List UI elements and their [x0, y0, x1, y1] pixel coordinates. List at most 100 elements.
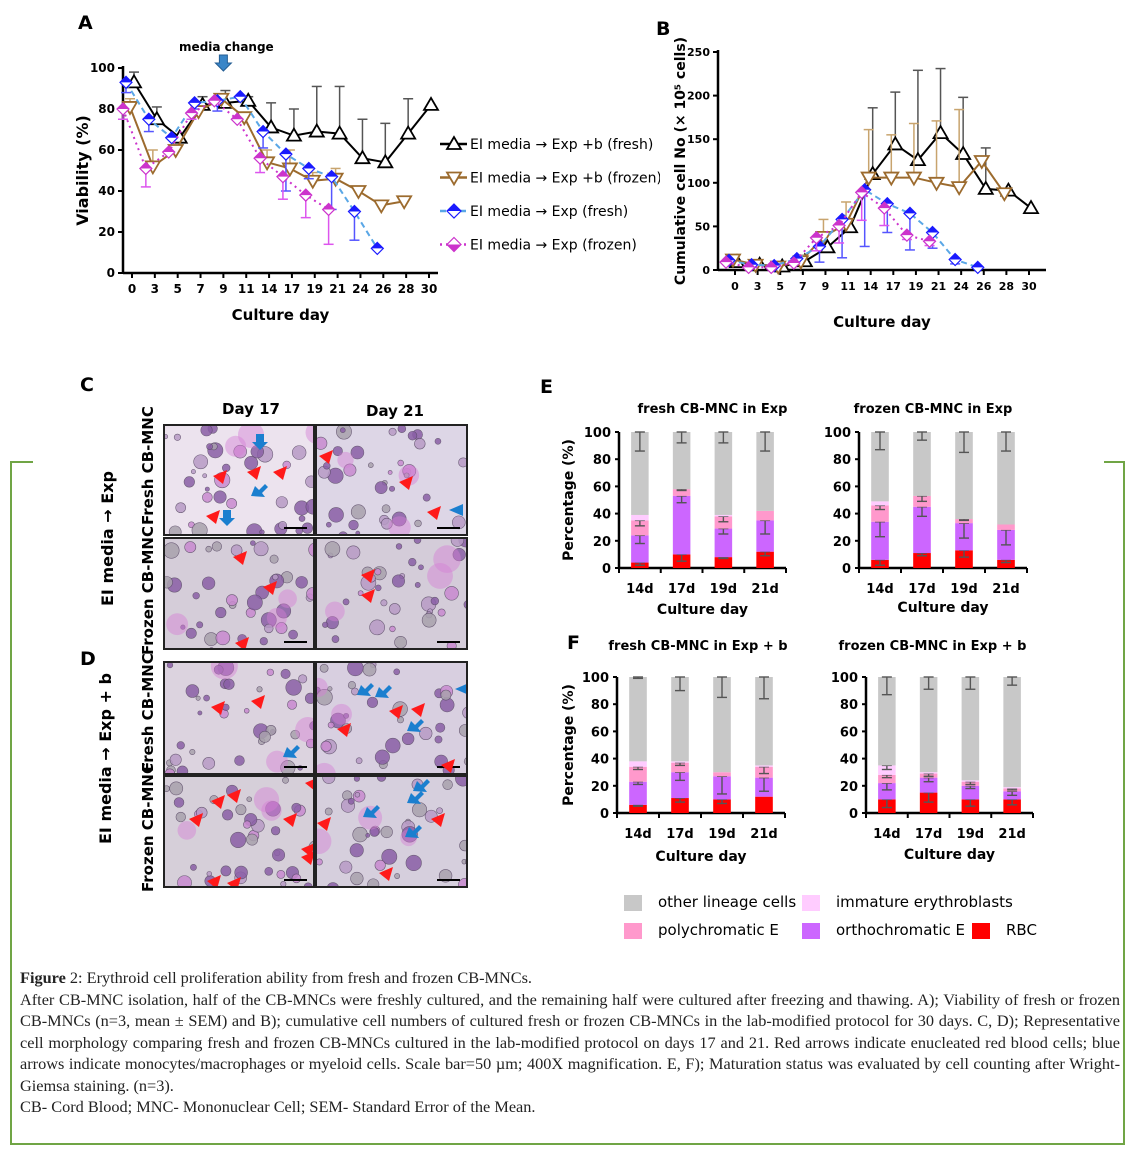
legend-swatch-orthochromatic [802, 922, 820, 939]
bar-segment [631, 520, 649, 536]
cell [375, 584, 382, 592]
red-arrow-icon [227, 789, 241, 803]
legend-label: EI media → Exp +b (fresh) [470, 137, 653, 153]
y-tick-label: 60 [591, 725, 609, 740]
row-label-c-frozen: Frozen CB-MNC [139, 526, 157, 655]
cell [276, 603, 292, 619]
series-2 [119, 75, 385, 256]
blue-arrow-icon [219, 510, 235, 526]
bar-segment [961, 780, 980, 782]
bar-segment [629, 804, 647, 813]
data-point-fill [325, 170, 338, 177]
red-arrow-icon [206, 510, 220, 524]
cell [303, 882, 313, 886]
cell [270, 826, 281, 836]
data-point-fill [208, 94, 221, 101]
data-point [977, 180, 995, 195]
cell [295, 576, 308, 589]
line-legend: EI media → Exp +b (fresh) EI media → Exp … [440, 135, 660, 254]
bar-segment [713, 677, 731, 773]
cell [320, 740, 332, 752]
x-tick-label: 19d [708, 827, 735, 842]
data-point-fill [900, 229, 913, 236]
data-point-fill [162, 146, 175, 153]
cell [368, 462, 374, 468]
bar-segment [714, 528, 733, 558]
cell [169, 753, 182, 766]
blue-arrow-icon [363, 805, 380, 818]
y-tick-label: 20 [840, 780, 858, 795]
cell [332, 446, 343, 457]
cell [395, 543, 403, 550]
data-point [1022, 199, 1040, 214]
legend-item-polychromatic: polychromatic E [624, 921, 779, 939]
cell [435, 722, 446, 733]
bar-segment [672, 495, 691, 555]
x-tick-label: 17d [668, 582, 695, 597]
cell [322, 777, 336, 784]
chart-e-frozen: frozen CB-MNC in Exp 0 20 40 60 80 100 14d 17d 19… [824, 402, 1028, 616]
bar-segment [629, 677, 647, 762]
cell [397, 426, 407, 433]
bar-segment [631, 432, 649, 515]
red-arrow-icon [441, 759, 455, 773]
data-point [239, 92, 257, 107]
y-tick-label: 20 [591, 780, 609, 795]
red-arrow-icon [213, 470, 227, 484]
stained-cell [253, 787, 280, 813]
chart-title: fresh CB-MNC in Exp + b [608, 639, 787, 654]
stained-cell [225, 435, 247, 457]
data-point-fill [188, 96, 201, 103]
cell [380, 825, 393, 839]
micrograph-image [317, 777, 466, 886]
cell [202, 492, 213, 503]
cell [243, 708, 250, 714]
bar-segment [714, 557, 733, 568]
data-point-fill [322, 203, 335, 210]
micrograph-image [317, 426, 466, 534]
cell [203, 694, 210, 702]
frame-top-right [1104, 461, 1123, 463]
cell [322, 621, 329, 628]
cell [394, 873, 401, 879]
cell [389, 603, 401, 615]
bar-segment [714, 432, 733, 515]
cell [455, 777, 466, 787]
cell [165, 542, 180, 559]
panel-letter-a: A [78, 12, 93, 34]
y-tick-label: 100 [582, 671, 609, 686]
data-point [995, 187, 1013, 203]
cell [421, 612, 437, 628]
cell [434, 735, 443, 744]
bar-segment [871, 521, 889, 560]
cell [317, 436, 328, 450]
cell [380, 517, 393, 530]
cell [306, 587, 313, 601]
cell [196, 621, 204, 629]
cell [177, 875, 192, 886]
stained-cell [177, 821, 197, 840]
blue-arrow-icon [357, 683, 374, 696]
x-tick-label: 26 [375, 282, 392, 296]
bar-segment [672, 432, 691, 490]
cell [305, 738, 313, 749]
x-tick-label: 14d [866, 582, 893, 597]
data-point-fill [878, 202, 891, 209]
cell [328, 507, 344, 523]
cell [444, 586, 459, 601]
bar-segment [1003, 799, 1021, 813]
data-point-fill [142, 113, 155, 120]
cell [282, 460, 291, 470]
micrograph-d-frozen-day17 [163, 775, 315, 888]
data-point-fill [302, 162, 315, 169]
chart-e-fresh: fresh CB-MNC in Exp 0 20 40 60 80 100 14d 17d 19d… [561, 402, 787, 618]
data-point [422, 96, 440, 111]
micrograph-c-fresh-day21 [315, 424, 468, 536]
legend-swatch-rbc [972, 922, 990, 939]
data-point-fill [903, 207, 916, 214]
red-arrow-icon [247, 466, 261, 480]
cell [309, 721, 313, 731]
cell [291, 802, 302, 813]
stained-cell [317, 828, 332, 855]
cell [192, 592, 200, 600]
